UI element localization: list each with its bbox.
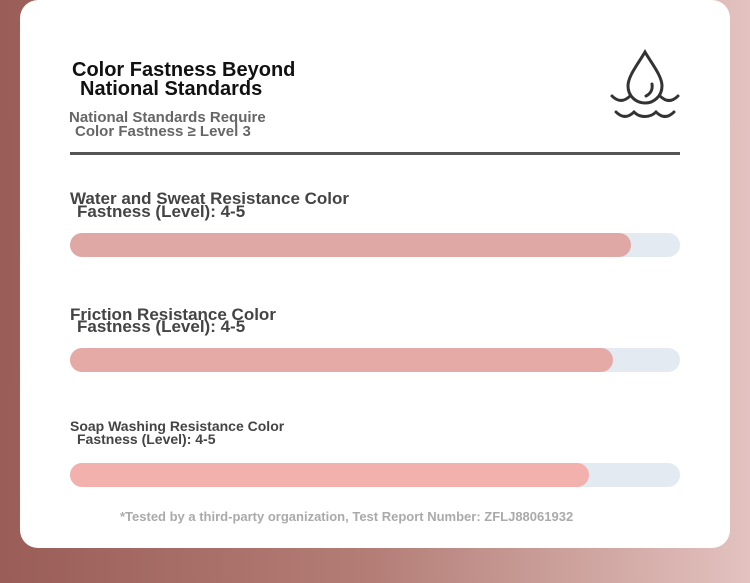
title-line: National Standards: [80, 78, 263, 100]
bar-track: [70, 463, 680, 487]
bar-label: Fastness (Level): 4-5: [77, 202, 246, 221]
footnote: *Tested by a third-party organization, T…: [120, 509, 574, 524]
water-icon: [610, 49, 680, 118]
bar: [70, 348, 613, 372]
bar-label: Friction Resistance Color: [70, 305, 276, 324]
title-line: Color Fastness Beyond: [72, 59, 296, 81]
subtitle-line: National Standards Require: [69, 109, 266, 126]
bar-track: [70, 233, 680, 257]
bar-label: Fastness (Level): 4-5: [77, 317, 246, 336]
bar-track: [70, 348, 680, 372]
bar: [70, 233, 632, 257]
bar-label: Water and Sweat Resistance Color: [70, 189, 350, 208]
card: [20, 0, 730, 548]
bar-label: Fastness (Level): 4-5: [77, 431, 216, 447]
subtitle-line: Color Fastness ≥ Level 3: [75, 123, 251, 140]
bar-label: Soap Washing Resistance Color: [70, 418, 285, 434]
bar: [70, 463, 589, 487]
divider: [70, 152, 680, 155]
